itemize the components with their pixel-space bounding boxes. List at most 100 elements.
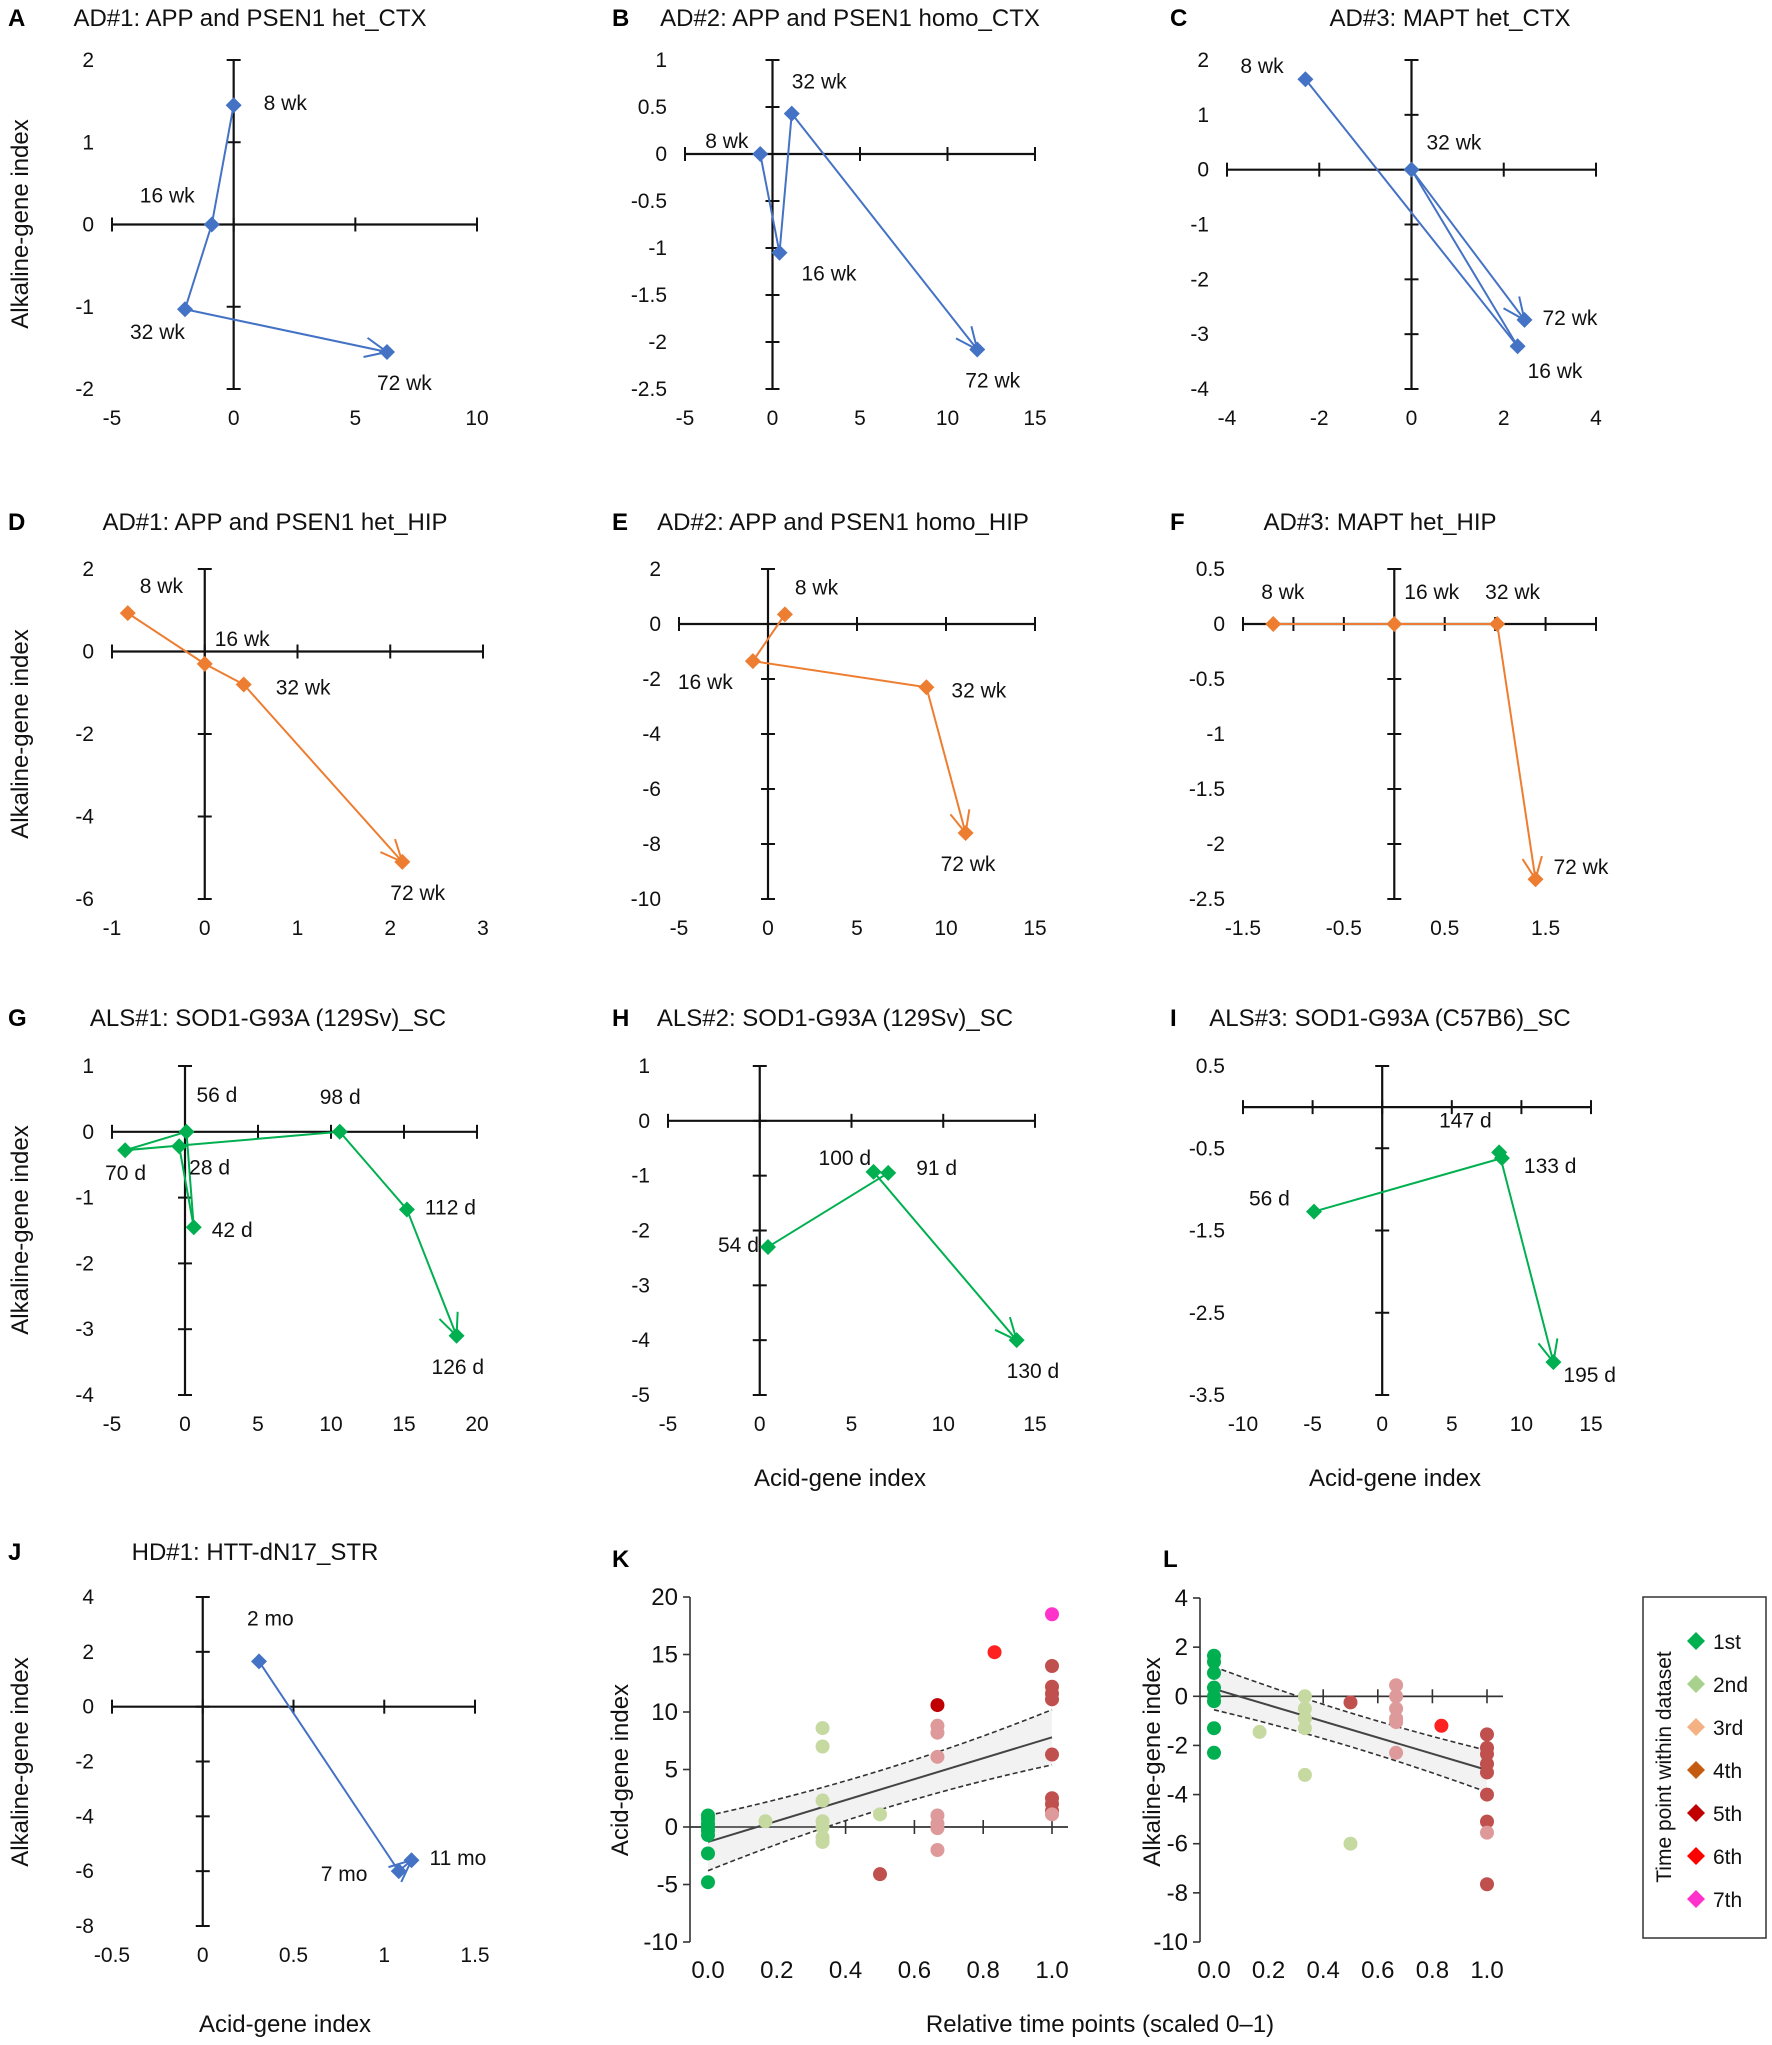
x-tick-label: 0.0 (1197, 1957, 1230, 1984)
trajectory-segment (790, 112, 979, 351)
y-tick-label: -4 (642, 723, 661, 746)
y-tick-label: 0 (82, 641, 94, 664)
point-label: 16 wk (1528, 360, 1583, 383)
y-tick-label: 10 (651, 1699, 678, 1726)
y-tick-label: -4 (75, 1384, 94, 1407)
data-point-marker (251, 1653, 268, 1670)
y-tick-label: -2 (642, 668, 661, 691)
y-tick-label: -1.5 (1189, 1220, 1225, 1243)
y-tick-label: -10 (1153, 1929, 1188, 1956)
point-label: 11 mo (429, 1847, 486, 1870)
trajectory-segment (1313, 1157, 1503, 1213)
x-tick-label: -5 (103, 1413, 122, 1436)
chart-title: HD#1: HTT-dN17_STR (132, 1539, 379, 1566)
x-tick-label: -5 (676, 407, 695, 430)
scatter-point (1045, 1747, 1059, 1762)
y-tick-label: -4 (1190, 378, 1209, 401)
x-tick-label: 0 (754, 1413, 766, 1436)
x-tick-label: -5 (670, 917, 689, 940)
point-label: 56 d (196, 1084, 237, 1107)
y-tick-label: -2 (75, 1252, 94, 1275)
data-point-marker (398, 1201, 415, 1218)
y-tick-label: -4 (631, 1329, 650, 1352)
x-tick-label: 0.8 (967, 1957, 1000, 1984)
scatter-point (987, 1645, 1002, 1660)
panel-letter: J (8, 1539, 21, 1566)
legend-marker-1st (1687, 1632, 1705, 1650)
scatter-point (1389, 1701, 1404, 1716)
x-tick-label: 10 (319, 1413, 342, 1436)
trajectory-segment (1410, 169, 1519, 347)
y-tick-label: -4 (1167, 1782, 1188, 1809)
panel-letter: D (8, 509, 25, 536)
y-tick-label: 0 (1175, 1683, 1188, 1710)
y-tick-label: 0 (82, 1696, 94, 1719)
data-point-marker (185, 1219, 202, 1236)
trajectory-segment (184, 308, 388, 353)
chart-title: AD#3: MAPT het_HIP (1264, 509, 1497, 536)
x-tick-label: 0.2 (760, 1957, 793, 1984)
x-tick-label: 5 (851, 917, 863, 940)
panel-g: G ALS#1: SOD1-G93A (129Sv)_SC-5 0 5 10 15 20-4… (8, 1005, 489, 1436)
data-point-marker (880, 1164, 897, 1181)
legend-label: 4th (1713, 1760, 1742, 1783)
y-tick-label: 0.5 (1196, 1055, 1225, 1078)
x-tick-label: 10 (936, 407, 959, 430)
x-tick-label: 0 (228, 407, 240, 430)
point-label: 8 wk (1261, 581, 1305, 604)
y-tick-label: 1 (655, 49, 667, 72)
scatter-point (701, 1828, 715, 1843)
scatter-point (930, 1749, 945, 1764)
scatter-point (1297, 1711, 1312, 1726)
trajectory-segment (1410, 169, 1526, 321)
panel-l: L -10 -8 -6 -4 -2 0 2 4 0.0 0.2 0.4 0.6 0.8 1.0 (1153, 1546, 1503, 1984)
x-tick-label: 4 (1590, 407, 1602, 430)
panel-k: K -10 -5 0 5 10 15 20 0.0 0.2 0.4 0.6 0.8 1.0 (612, 1546, 1069, 1984)
x-tick-label: 1.0 (1470, 1957, 1503, 1984)
data-point-marker (752, 146, 769, 162)
point-label: 70 d (105, 1162, 146, 1185)
x-tick-label: 1.5 (460, 1944, 489, 1967)
data-point-marker (203, 216, 220, 233)
x-tick-label: 0 (1406, 407, 1418, 430)
legend-label: 5th (1713, 1803, 1742, 1826)
y-tick-label: -1 (631, 1165, 650, 1188)
y-tick-label: -3 (75, 1318, 94, 1341)
x-tick-label: 0.8 (1416, 1957, 1449, 1984)
data-point-marker (1297, 71, 1314, 88)
x-tick-label: -2 (1310, 407, 1329, 430)
x-tick-label: -0.5 (94, 1944, 130, 1967)
point-label: 72 wk (377, 372, 432, 395)
trajectory-segment (178, 1146, 195, 1228)
x-tick-label: 15 (1023, 1413, 1046, 1436)
x-tick-label: 5 (846, 1413, 858, 1436)
y-tick-label: -3.5 (1189, 1384, 1225, 1407)
y-tick-label: -4 (75, 1805, 94, 1828)
y-tick-label: -2 (1167, 1732, 1188, 1759)
x-tick-label: 0.6 (898, 1957, 931, 1984)
chart-title: ALS#1: SOD1-G93A (129Sv)_SC (90, 1005, 446, 1032)
y-tick-label: -2 (648, 331, 667, 354)
point-label: 8 wk (140, 575, 184, 598)
y-tick-label: -0.5 (631, 190, 667, 213)
scatter-point (815, 1834, 830, 1849)
y-tick-label: -2 (1206, 833, 1225, 856)
x-tick-label: 0.4 (829, 1957, 862, 1984)
x-tick-label: 3 (477, 917, 489, 940)
y-tick-label: -3 (1190, 323, 1209, 346)
y-tick-label: 0.5 (1196, 558, 1225, 581)
data-point-marker (403, 1852, 420, 1869)
panel-letter: K (612, 1546, 630, 1573)
ci-lower-line (1213, 1709, 1488, 1793)
x-tick-label: 10 (932, 1413, 955, 1436)
y-tick-label: 0 (638, 1110, 650, 1133)
data-point-marker (918, 679, 935, 696)
scatter-point (1480, 1727, 1494, 1742)
legend-label: 6th (1713, 1846, 1742, 1869)
panel-letter: F (1170, 509, 1185, 536)
y-tick-label: -2 (75, 723, 94, 746)
y-tick-label: -1 (648, 237, 667, 260)
x-tick-label: 0 (767, 407, 779, 430)
panel-h: H ALS#2: SOD1-G93A (129Sv)_SC-5 0 5 10 15-5-4… (612, 1005, 1059, 1436)
